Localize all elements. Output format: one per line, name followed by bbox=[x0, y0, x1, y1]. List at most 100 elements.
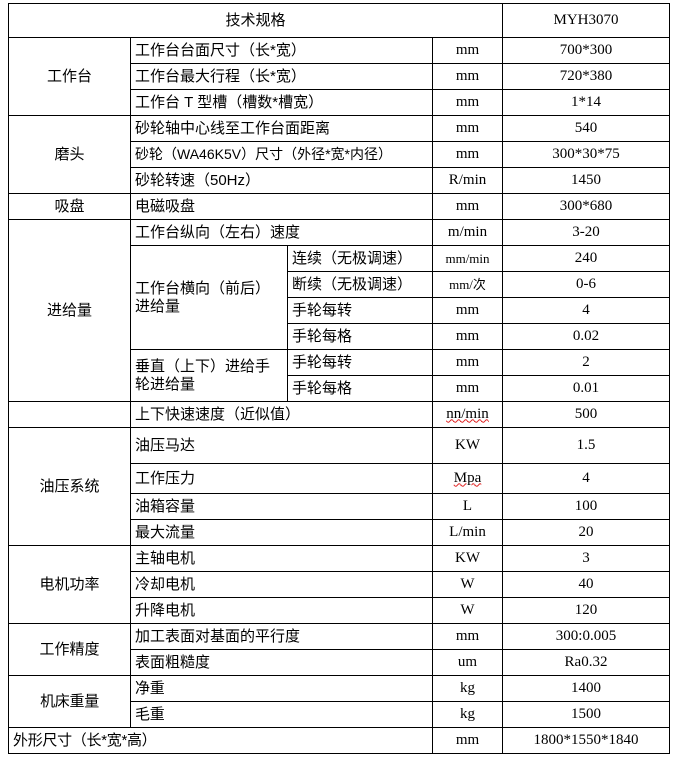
spec-description: 工作台 T 型槽（槽数*槽宽） bbox=[130, 89, 433, 116]
table-row: 吸盘 电磁吸盘 mm 300*680 bbox=[8, 193, 671, 220]
spec-unit: mm bbox=[431, 375, 504, 402]
spec-unit: mm bbox=[431, 141, 504, 168]
spec-description: 升降电机 bbox=[130, 597, 433, 624]
group-label-hydraulic-system: 油压系统 bbox=[8, 427, 131, 546]
spec-description: 表面粗糙度 bbox=[130, 649, 433, 676]
spec-unit: KW bbox=[431, 545, 504, 572]
group-label-grinding-head: 磨头 bbox=[8, 115, 131, 194]
spec-unit: W bbox=[431, 571, 504, 598]
spec-value: 3 bbox=[502, 545, 671, 572]
spec-unit: um bbox=[431, 649, 504, 676]
group-label-motor-power: 电机功率 bbox=[8, 545, 131, 624]
spec-value: 1*14 bbox=[502, 89, 671, 116]
spec-unit: KW bbox=[431, 427, 504, 464]
group-label-machine-weight: 机床重量 bbox=[8, 675, 131, 728]
spec-unit: mm bbox=[431, 349, 504, 376]
technical-specification-table: 技术规格 MYH3070 工作台 工作台台面尺寸（长*宽） mm 700*300… bbox=[7, 3, 671, 754]
table-row: 油箱容量 L 100 bbox=[9, 493, 671, 520]
table-row-overall-dimensions: 外形尺寸（长*宽*高） mm 1800*1550*1840 bbox=[8, 727, 671, 754]
spec-unit: R/min bbox=[431, 167, 504, 194]
table-row: 工作压力 Mpa 4 bbox=[9, 463, 671, 494]
table-row: 手轮每转 mm 4 bbox=[9, 297, 671, 324]
spec-unit: mm bbox=[431, 323, 504, 350]
group-label-feed: 进给量 bbox=[8, 219, 131, 402]
group-label-working-accuracy: 工作精度 bbox=[8, 623, 131, 676]
spec-description: 上下快速速度（近似值） bbox=[130, 401, 433, 428]
spec-value: 120 bbox=[502, 597, 671, 624]
subgroup-label-vertical-feed: 垂直（上下）进给手轮进给量 bbox=[130, 349, 288, 402]
model-number: MYH3070 bbox=[502, 3, 671, 38]
spec-description: 砂轮轴中心线至工作台面距离 bbox=[130, 115, 433, 142]
spec-description: 工作台最大行程（长*宽） bbox=[130, 63, 433, 90]
spec-value: 0-6 bbox=[502, 271, 671, 298]
spec-unit: Mpa bbox=[431, 463, 504, 494]
spec-description: 最大流量 bbox=[130, 519, 433, 546]
spec-value: 1400 bbox=[502, 675, 671, 702]
spec-value: Ra0.32 bbox=[502, 649, 671, 676]
spec-value: 0.01 bbox=[502, 375, 671, 402]
overall-dimensions-label: 外形尺寸（长*宽*高） bbox=[8, 727, 433, 754]
table-row: 进给量 工作台纵向（左右）速度 m/min 3-20 bbox=[8, 219, 671, 402]
table-row: 油压系统 油压马达 KW 1.5 bbox=[8, 427, 671, 546]
spec-description: 断续（无极调速） bbox=[287, 271, 433, 298]
subgroup-label-cross-feed: 工作台横向（前后）进给量 bbox=[130, 245, 288, 350]
spec-description: 手轮每格 bbox=[287, 375, 433, 402]
table-row: 断续（无极调速） mm/次 0-6 bbox=[9, 271, 671, 298]
spec-unit: L/min bbox=[431, 519, 504, 546]
table-row: 冷却电机 W 40 bbox=[9, 571, 671, 598]
spec-value: 1500 bbox=[502, 701, 671, 728]
table-row: 工作精度 加工表面对基面的平行度 mm 300:0.005 bbox=[8, 623, 671, 676]
spec-value: 700*300 bbox=[502, 37, 671, 64]
spec-description: 毛重 bbox=[130, 701, 433, 728]
spec-title: 技术规格 bbox=[7, 3, 504, 38]
spec-description: 连续（无极调速） bbox=[287, 245, 433, 272]
spec-value: 2 bbox=[502, 349, 671, 376]
spec-unit: mm bbox=[431, 193, 504, 220]
spec-value: 1.5 bbox=[502, 427, 671, 464]
spec-unit: kg bbox=[431, 675, 504, 702]
spec-unit: mm bbox=[431, 63, 504, 90]
spec-unit: mm bbox=[431, 115, 504, 142]
spec-value: 3-20 bbox=[502, 219, 671, 246]
spec-value: 300*30*75 bbox=[502, 141, 671, 168]
spec-description: 油箱容量 bbox=[130, 493, 433, 520]
table-row: 机床重量 净重 kg 1400 bbox=[8, 675, 671, 728]
spec-value: 1800*1550*1840 bbox=[502, 727, 671, 754]
group-label-feed-continuation bbox=[8, 401, 131, 428]
spec-unit: mm bbox=[431, 727, 504, 754]
table-row: 上下快速速度（近似值） nn/min 500 bbox=[8, 401, 671, 428]
table-row: 砂轮转速（50Hz） R/min 1450 bbox=[9, 167, 671, 194]
spec-unit: W bbox=[431, 597, 504, 624]
table-row: 工作台最大行程（长*宽） mm 720*380 bbox=[9, 63, 671, 90]
spec-description: 砂轮（WA46K5V）尺寸（外径*宽*内径） bbox=[130, 141, 433, 168]
spec-unit: mm/min bbox=[431, 245, 504, 272]
spec-unit: mm/次 bbox=[431, 271, 504, 298]
group-label-worktable: 工作台 bbox=[8, 37, 131, 116]
spec-unit: mm bbox=[431, 89, 504, 116]
spec-description: 工作台纵向（左右）速度 bbox=[130, 219, 433, 246]
spec-description: 油压马达 bbox=[130, 427, 433, 464]
spec-description: 手轮每转 bbox=[287, 297, 433, 324]
table-row: 手轮每格 mm 0.02 bbox=[9, 323, 671, 350]
table-row: 最大流量 L/min 20 bbox=[9, 519, 671, 546]
spec-description: 手轮每转 bbox=[287, 349, 433, 376]
spec-description: 砂轮转速（50Hz） bbox=[130, 167, 433, 194]
spec-description: 主轴电机 bbox=[130, 545, 433, 572]
table-header-row: 技术规格 MYH3070 bbox=[7, 3, 671, 38]
spec-value: 4 bbox=[502, 463, 671, 494]
spec-value: 240 bbox=[502, 245, 671, 272]
table-row: 升降电机 W 120 bbox=[9, 597, 671, 624]
spec-value: 20 bbox=[502, 519, 671, 546]
spec-value: 40 bbox=[502, 571, 671, 598]
spec-description: 加工表面对基面的平行度 bbox=[130, 623, 433, 650]
spec-description: 净重 bbox=[130, 675, 433, 702]
spec-description: 冷却电机 bbox=[130, 571, 433, 598]
spec-value: 300:0.005 bbox=[502, 623, 671, 650]
table-row: 磨头 砂轮轴中心线至工作台面距离 mm 540 bbox=[8, 115, 671, 194]
table-row: 工作台横向（前后）进给量 连续（无极调速） mm/min 240 bbox=[9, 245, 671, 350]
spec-unit: kg bbox=[431, 701, 504, 728]
table-row: 工作台 T 型槽（槽数*槽宽） mm 1*14 bbox=[9, 89, 671, 116]
spec-value: 300*680 bbox=[502, 193, 671, 220]
spec-unit: m/min bbox=[431, 219, 504, 246]
spec-value: 720*380 bbox=[502, 63, 671, 90]
